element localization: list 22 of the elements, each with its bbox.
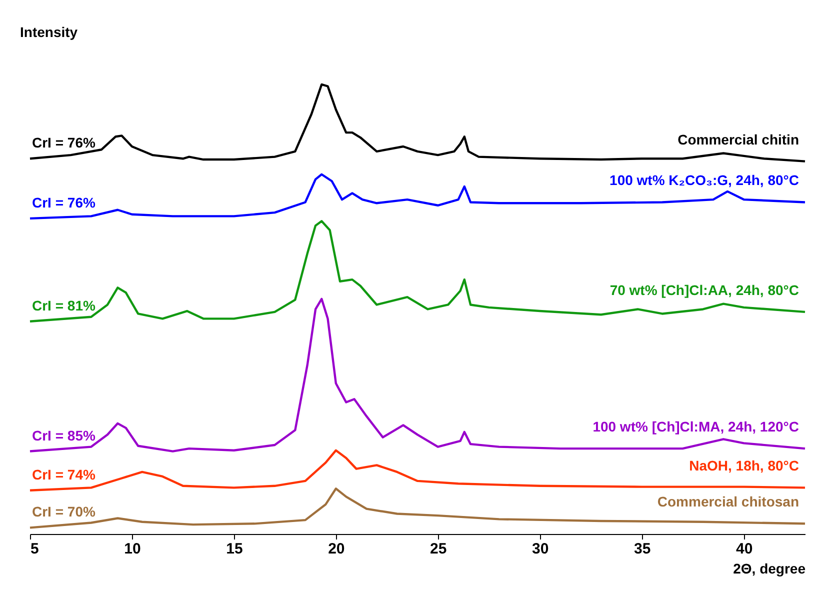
x-tick-label: 25 bbox=[430, 540, 447, 558]
x-tick-label: 20 bbox=[328, 540, 345, 558]
x-tick-label: 30 bbox=[532, 540, 549, 558]
annotation: CrI = 76% bbox=[32, 194, 96, 210]
annotation: CrI = 76% bbox=[32, 134, 96, 151]
x-axis-title: 2Θ, degree bbox=[733, 560, 806, 576]
annotation: CrI = 81% bbox=[32, 297, 96, 314]
series-label: Commercial chitosan bbox=[657, 494, 799, 510]
x-tick-label: 35 bbox=[634, 540, 651, 558]
x-tick-label: 40 bbox=[736, 540, 753, 558]
annotation: CrI = 70% bbox=[32, 504, 96, 520]
series-label: 100 wt% K₂CO₃:G, 24h, 80°C bbox=[610, 172, 799, 188]
x-tick-label: 15 bbox=[226, 540, 243, 558]
x-tick-label: 10 bbox=[124, 540, 141, 558]
series-label: 100 wt% [Ch]Cl:MA, 24h, 120°C bbox=[592, 418, 799, 435]
series-label: NaOH, 18h, 80°C bbox=[689, 458, 799, 474]
x-tick-label: 5 bbox=[30, 540, 39, 558]
series-label: Commercial chitin bbox=[678, 131, 799, 148]
annotation: CrI = 74% bbox=[32, 466, 96, 482]
annotation: CrI = 85% bbox=[32, 427, 96, 444]
y-axis-title: Intensity bbox=[20, 24, 78, 40]
series-label: 70 wt% [Ch]Cl:AA, 24h, 80°C bbox=[610, 282, 799, 298]
